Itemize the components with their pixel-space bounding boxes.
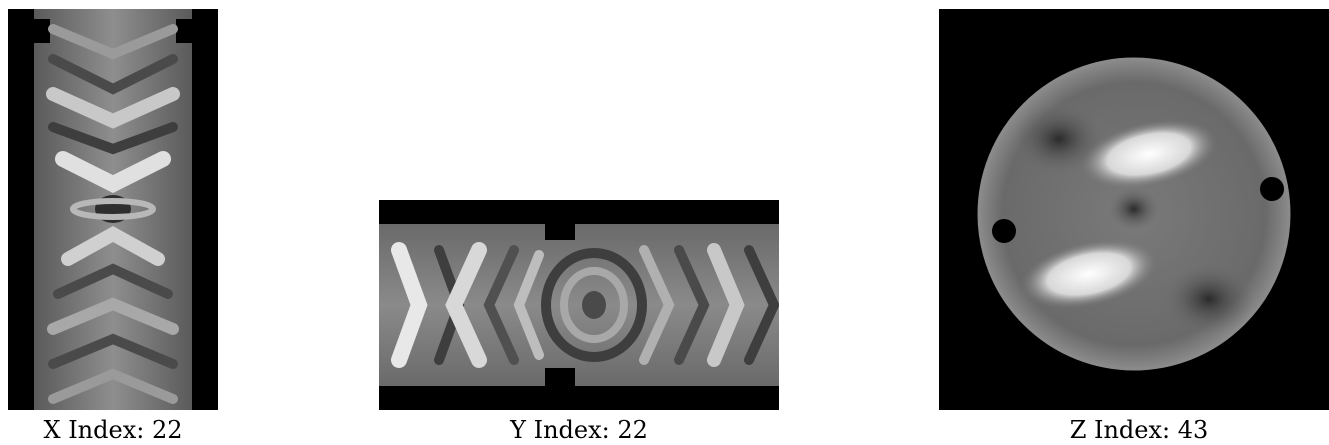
y-slice-image (379, 200, 779, 410)
x-slice-image (8, 9, 218, 410)
z-slice-image (939, 9, 1329, 410)
z-index-caption: Z Index: 43 (1069, 416, 1209, 444)
x-index-caption: X Index: 22 (43, 416, 183, 444)
y-index-caption: Y Index: 22 (510, 416, 648, 444)
